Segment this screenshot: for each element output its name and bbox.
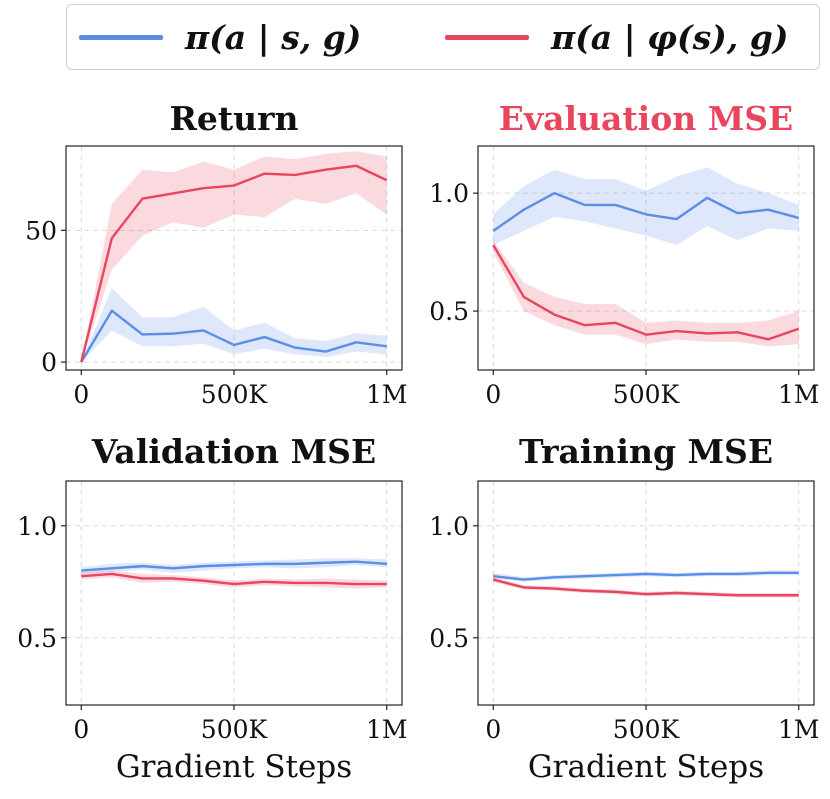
x-tick-label: 1M (778, 715, 820, 744)
chart-panel-3: 0 500K 1M 0.5 1.0 Training MSE Gradient Steps (429, 432, 819, 785)
x-axis-label: Gradient Steps (528, 749, 764, 785)
y-tick-label: 1.0 (429, 512, 469, 541)
series-line-blue (492, 191, 800, 232)
x-tick-label: 0 (485, 380, 501, 409)
chart-panel-1: 0 500K 1M 0.5 1.0 Evaluation MSE (429, 99, 819, 409)
chart-title: Return (169, 99, 298, 138)
legend-entry-blue: π(a | s, g) (79, 5, 361, 69)
series-line-blue (493, 571, 799, 581)
series-line-red (492, 578, 799, 597)
series-line-blue (80, 309, 387, 363)
series-line-red (492, 244, 800, 341)
x-tick-label: 500K (613, 380, 681, 409)
x-tick-label: 500K (613, 715, 681, 744)
series-line-blue (81, 560, 387, 572)
confidence-band-red (81, 151, 387, 363)
legend-swatch-blue (79, 34, 163, 40)
y-tick-label: 0.5 (429, 624, 469, 653)
y-tick-label: 0 (41, 348, 57, 377)
y-tick-label: 1.0 (429, 179, 469, 208)
confidence-band-blue (493, 167, 799, 246)
series-line-red (81, 572, 387, 586)
x-tick-label: 0 (485, 715, 501, 744)
legend-entry-red: π(a | φ(s), g) (445, 5, 788, 69)
x-tick-label: 1M (778, 380, 820, 409)
x-tick-label: 0 (73, 715, 89, 744)
confidence-band-blue (81, 288, 387, 363)
x-tick-label: 500K (201, 715, 269, 744)
x-tick-label: 1M (366, 380, 408, 409)
y-tick-label: 1.0 (17, 512, 57, 541)
legend-swatch-red (445, 34, 529, 40)
chart-title: Training MSE (519, 432, 773, 471)
x-tick-label: 1M (366, 715, 408, 744)
legend-label-red: π(a | φ(s), g) (551, 17, 789, 57)
chart-title: Validation MSE (91, 432, 376, 471)
chart-panel-0: 0 500K 1M 0 50 Return (25, 99, 407, 409)
y-tick-label: 50 (25, 216, 57, 245)
x-axis-label: Gradient Steps (116, 749, 352, 785)
legend: π(a | s, g) π(a | φ(s), g) (66, 4, 820, 70)
chart-panel-2: 0 500K 1M 0.5 1.0 Validation MSE Gradient Step… (17, 432, 407, 785)
legend-label-blue: π(a | s, g) (185, 17, 362, 57)
series-line-red (80, 164, 388, 363)
y-tick-label: 0.5 (17, 624, 57, 653)
x-tick-label: 0 (73, 380, 89, 409)
chart-title: Evaluation MSE (499, 99, 793, 138)
y-tick-label: 0.5 (429, 297, 469, 326)
x-tick-label: 500K (201, 380, 269, 409)
